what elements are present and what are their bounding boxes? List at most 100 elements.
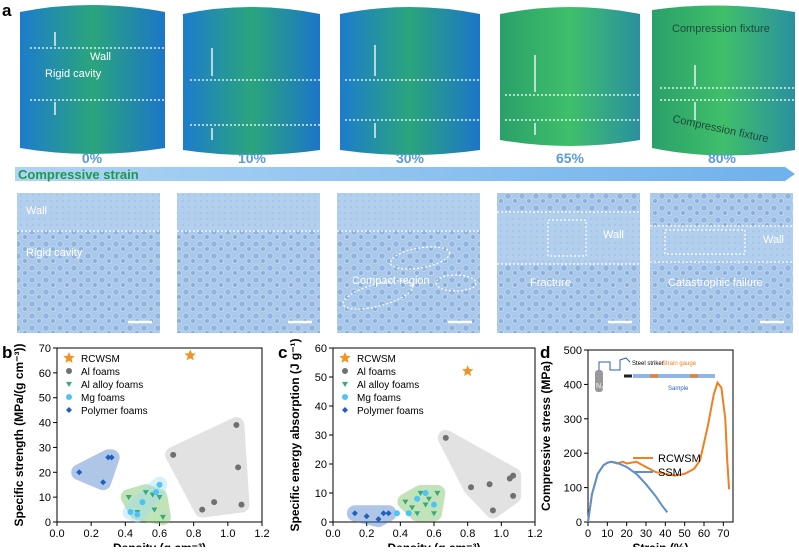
x-tick-label: 1.0 <box>494 528 509 540</box>
tomo-image <box>183 7 320 155</box>
y-tick-label: 100 <box>564 483 582 495</box>
legend-label: Mg foams <box>81 393 125 404</box>
data-point <box>434 490 441 496</box>
legend-label: RCWSM <box>658 453 701 465</box>
data-point <box>510 492 517 499</box>
data-point <box>414 511 421 517</box>
micrograph <box>650 193 793 333</box>
data-point <box>151 507 158 513</box>
y-tick-label: 20 <box>315 459 327 471</box>
data-point <box>405 510 412 517</box>
data-point <box>235 464 242 471</box>
legend-marker <box>66 368 72 374</box>
data-point <box>468 484 475 491</box>
data-point <box>422 490 429 496</box>
data-point <box>156 481 163 488</box>
data-point <box>393 510 400 517</box>
data-point <box>385 510 392 517</box>
data-point <box>380 510 387 517</box>
micrographs: Wall Rigid cavity Compact region Wall Fr… <box>17 193 793 333</box>
inset-schematic: N₂ Steel striker Strain gauge Sample <box>595 357 715 392</box>
data-point <box>431 501 437 508</box>
data-point <box>486 481 493 488</box>
micrograph-wall <box>337 193 480 230</box>
x-tick-label: 0 <box>585 528 591 540</box>
x-tick-label: 0.2 <box>359 528 374 540</box>
legend-label: Al alloy foams <box>81 380 143 391</box>
data-point <box>409 505 416 511</box>
micrograph-label: Fracture <box>530 277 571 289</box>
data-point <box>363 513 370 520</box>
legend-marker <box>342 407 348 413</box>
x-tick-label: 0.6 <box>152 528 167 540</box>
y-tick-label: 30 <box>315 430 327 442</box>
x-axis-label: Strain (%) <box>632 541 688 547</box>
y-tick-label: 0 <box>321 517 327 529</box>
region-shape <box>165 417 250 518</box>
x-tick-label: 0.0 <box>49 528 64 540</box>
y-tick-label: 10 <box>39 492 51 504</box>
x-tick-label: 0.8 <box>186 528 201 540</box>
chart-d: N₂ Steel striker Strain gauge Sample 0 10… <box>539 345 734 552</box>
legend-marker <box>339 352 351 363</box>
x-tick-label: 70 <box>717 528 729 540</box>
data-point <box>142 490 149 496</box>
strain-label: 65% <box>556 150 585 166</box>
tomo-image <box>20 5 165 154</box>
tomo-label: Rigid cavity <box>45 68 102 80</box>
region-shape <box>71 449 120 491</box>
y-tick-label: 20 <box>39 467 51 479</box>
legend-label: Al foams <box>357 367 396 378</box>
y-tick-label: 50 <box>315 372 327 384</box>
x-tick-label: 50 <box>679 528 691 540</box>
micrograph-label: Wall <box>26 205 47 217</box>
x-tick-label: 1.0 <box>220 528 235 540</box>
x-axis-label: Density (g cm⁻³) <box>113 541 206 547</box>
data-point <box>417 490 424 496</box>
y-tick-label: 0 <box>45 517 51 529</box>
data-point <box>139 499 146 506</box>
x-axis-label: Density (g cm⁻³) <box>387 541 480 547</box>
x-tick-label: 0.4 <box>393 528 408 540</box>
inset-label: Steel striker <box>632 361 664 367</box>
x-tick-label: 0.8 <box>460 528 475 540</box>
data-point <box>425 496 432 502</box>
data-point <box>153 489 160 496</box>
strain-arrow <box>15 167 795 181</box>
data-point <box>233 422 240 429</box>
micrograph-label: Catastrophic failure <box>668 277 763 289</box>
y-tick-label: 300 <box>564 414 582 426</box>
strain-label: 30% <box>396 150 425 166</box>
x-tick-label: 30 <box>640 528 652 540</box>
legend-label: Mg foams <box>357 393 401 404</box>
chart-c: 0.0 0.2 0.4 0.6 0.8 1.0 1.2 0 10 20 30 40 50 60 Densit… <box>288 338 543 552</box>
x-tick-label: 20 <box>621 528 633 540</box>
tomo-label: Wall <box>90 51 111 63</box>
y-tick-label: 0 <box>576 517 582 529</box>
y-tick-label: 10 <box>315 488 327 500</box>
strain-label: 10% <box>238 150 267 166</box>
legend-marker <box>63 352 75 363</box>
data-point <box>100 479 107 486</box>
micrograph-label: Wall <box>763 234 784 246</box>
data-point <box>199 506 206 513</box>
panel-label: c <box>278 343 287 362</box>
x-tick-label: 1.2 <box>527 528 542 540</box>
data-point <box>442 434 449 441</box>
data-point <box>211 499 218 506</box>
legend-label: RCWSM <box>81 354 120 365</box>
data-point <box>489 507 496 514</box>
x-tick-label: 0.6 <box>426 528 441 540</box>
micrograph-label: Compact region <box>352 275 430 287</box>
tomo-image <box>500 7 640 146</box>
y-tick-label: 200 <box>564 448 582 460</box>
x-tick-label: 0.2 <box>84 528 99 540</box>
x-tick-label: 40 <box>659 528 671 540</box>
y-axis-label: Specific strength (MPa/(g cm⁻³)) <box>12 343 26 526</box>
data-point <box>510 472 517 479</box>
y-tick-label: 400 <box>564 379 582 391</box>
series-region <box>165 417 250 518</box>
data-point <box>462 365 474 377</box>
legend-label: RCWSM <box>357 354 396 365</box>
